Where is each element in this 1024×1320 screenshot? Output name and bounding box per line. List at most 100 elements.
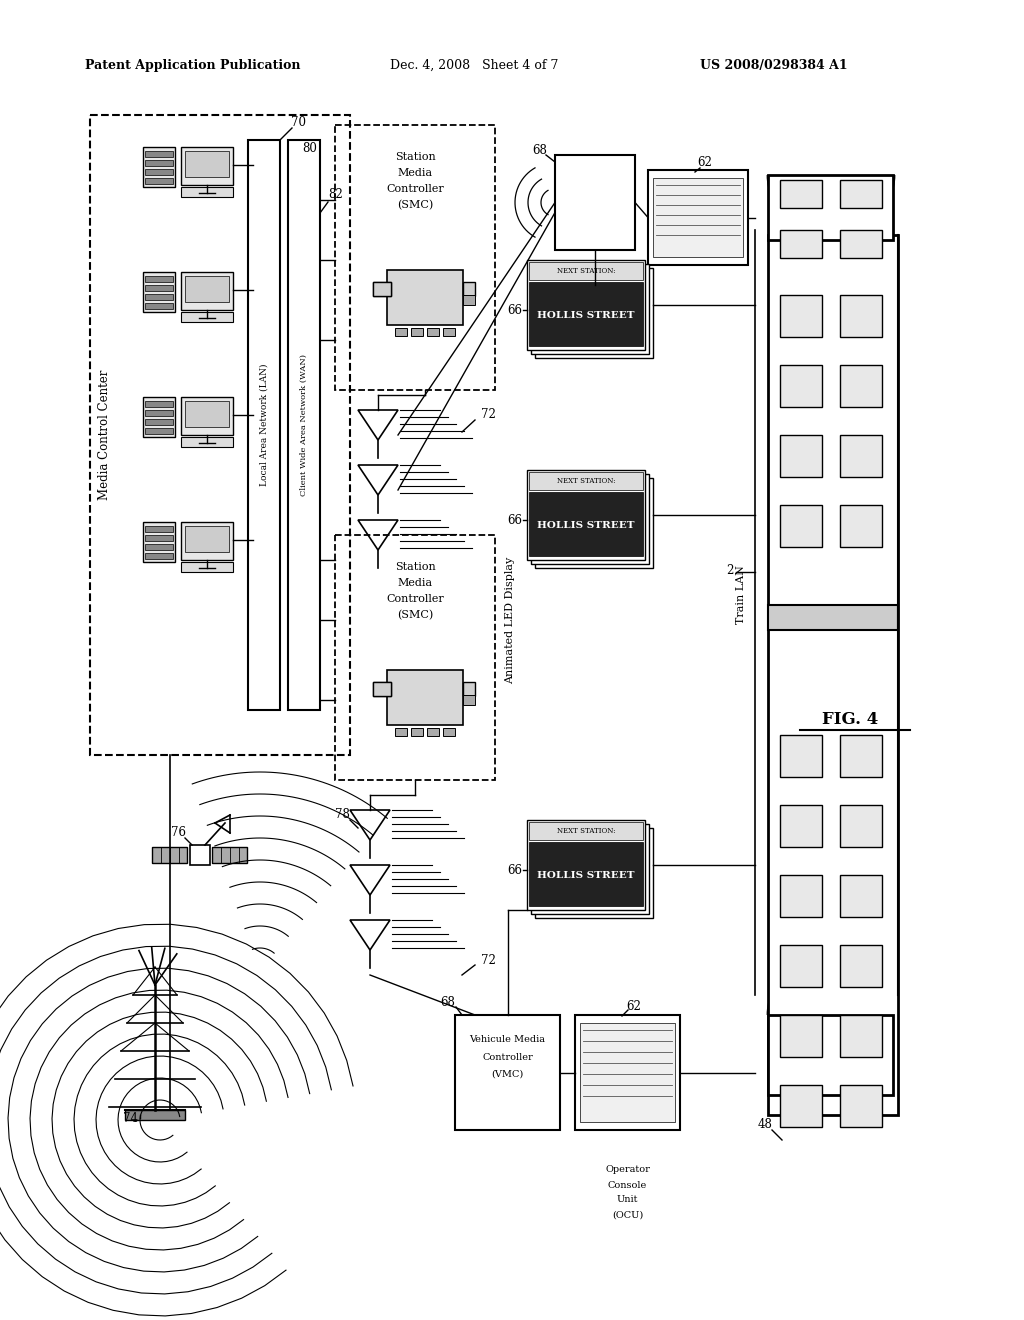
Text: 66: 66 <box>508 513 522 527</box>
Bar <box>181 187 233 197</box>
Bar <box>529 842 643 906</box>
Bar <box>152 847 187 863</box>
Bar <box>145 294 173 300</box>
Bar <box>145 169 173 176</box>
Bar <box>463 294 475 305</box>
Text: HOLLIS STREET: HOLLIS STREET <box>538 310 635 319</box>
Bar <box>427 729 439 737</box>
Text: 66: 66 <box>508 863 522 876</box>
Text: Operator: Operator <box>605 1166 650 1175</box>
Bar <box>780 230 822 257</box>
Bar <box>840 436 882 477</box>
Bar <box>90 115 350 755</box>
Bar <box>780 294 822 337</box>
Bar <box>145 428 173 434</box>
Bar <box>395 327 407 337</box>
Text: 2: 2 <box>726 564 733 577</box>
Bar <box>335 125 495 389</box>
Bar <box>143 397 175 437</box>
Text: Animated LED Display: Animated LED Display <box>505 556 515 684</box>
Bar <box>181 397 233 436</box>
Bar <box>427 327 439 337</box>
Bar <box>190 845 210 865</box>
Text: Vehicule Media: Vehicule Media <box>469 1035 546 1044</box>
Bar <box>145 418 173 425</box>
Text: 82: 82 <box>329 189 343 202</box>
Bar <box>145 178 173 183</box>
Bar <box>840 735 882 777</box>
Bar <box>145 285 173 290</box>
Text: NEXT STATION:: NEXT STATION: <box>557 828 615 836</box>
Bar <box>535 828 653 917</box>
Bar <box>373 282 391 296</box>
Text: FIG. 4: FIG. 4 <box>822 711 879 729</box>
Text: 80: 80 <box>302 141 317 154</box>
Bar <box>780 1085 822 1127</box>
Text: 68: 68 <box>440 995 456 1008</box>
Text: 48: 48 <box>758 1118 772 1131</box>
Text: Client Wide Area Network (WAN): Client Wide Area Network (WAN) <box>300 354 308 496</box>
Bar <box>185 401 229 426</box>
Bar <box>840 180 882 209</box>
Text: HOLLIS STREET: HOLLIS STREET <box>538 870 635 879</box>
Bar <box>411 729 423 737</box>
Text: NEXT STATION:: NEXT STATION: <box>557 267 615 275</box>
Bar <box>185 150 229 177</box>
Text: Local Area Network (LAN): Local Area Network (LAN) <box>259 364 268 486</box>
Bar <box>840 805 882 847</box>
Text: 72: 72 <box>480 408 496 421</box>
Text: (SMC): (SMC) <box>397 610 433 620</box>
Text: 70: 70 <box>291 116 305 128</box>
Text: Media Control Center: Media Control Center <box>97 370 111 500</box>
Bar <box>463 682 475 696</box>
Text: Console: Console <box>608 1180 647 1189</box>
Bar <box>181 521 233 560</box>
Bar <box>768 605 898 630</box>
Bar <box>145 160 173 166</box>
Text: Controller: Controller <box>482 1052 532 1061</box>
Bar <box>531 474 649 564</box>
Bar <box>768 1015 893 1096</box>
Bar <box>531 264 649 354</box>
Bar <box>455 1015 560 1130</box>
Bar <box>580 1023 675 1122</box>
Bar <box>535 478 653 568</box>
Text: Patent Application Publication: Patent Application Publication <box>85 58 300 71</box>
Bar <box>373 682 391 696</box>
Bar <box>143 272 175 312</box>
Bar <box>768 176 893 240</box>
Bar <box>653 178 743 257</box>
Bar <box>185 276 229 302</box>
Bar <box>840 366 882 407</box>
Bar <box>145 411 173 416</box>
Bar <box>575 1015 680 1130</box>
Text: (VMC): (VMC) <box>492 1069 523 1078</box>
Bar <box>387 271 463 325</box>
Text: 76: 76 <box>171 825 185 838</box>
Bar <box>840 294 882 337</box>
Text: 72: 72 <box>480 953 496 966</box>
Bar <box>335 535 495 780</box>
Bar <box>373 682 391 696</box>
Bar <box>780 180 822 209</box>
Text: 78: 78 <box>335 808 349 821</box>
Bar <box>145 544 173 550</box>
Text: 62: 62 <box>697 157 713 169</box>
Bar <box>780 805 822 847</box>
Bar <box>840 875 882 917</box>
Text: NEXT STATION:: NEXT STATION: <box>557 477 615 484</box>
Bar <box>780 366 822 407</box>
Text: Media: Media <box>397 578 432 587</box>
Bar <box>145 535 173 541</box>
Bar <box>181 147 233 185</box>
Bar <box>248 140 280 710</box>
Bar <box>212 847 247 863</box>
Bar <box>145 150 173 157</box>
Text: Media: Media <box>397 168 432 178</box>
Bar <box>443 327 455 337</box>
Bar <box>555 154 635 249</box>
Bar <box>181 437 233 447</box>
Bar <box>780 506 822 546</box>
Bar <box>780 945 822 987</box>
Text: 66: 66 <box>508 304 522 317</box>
